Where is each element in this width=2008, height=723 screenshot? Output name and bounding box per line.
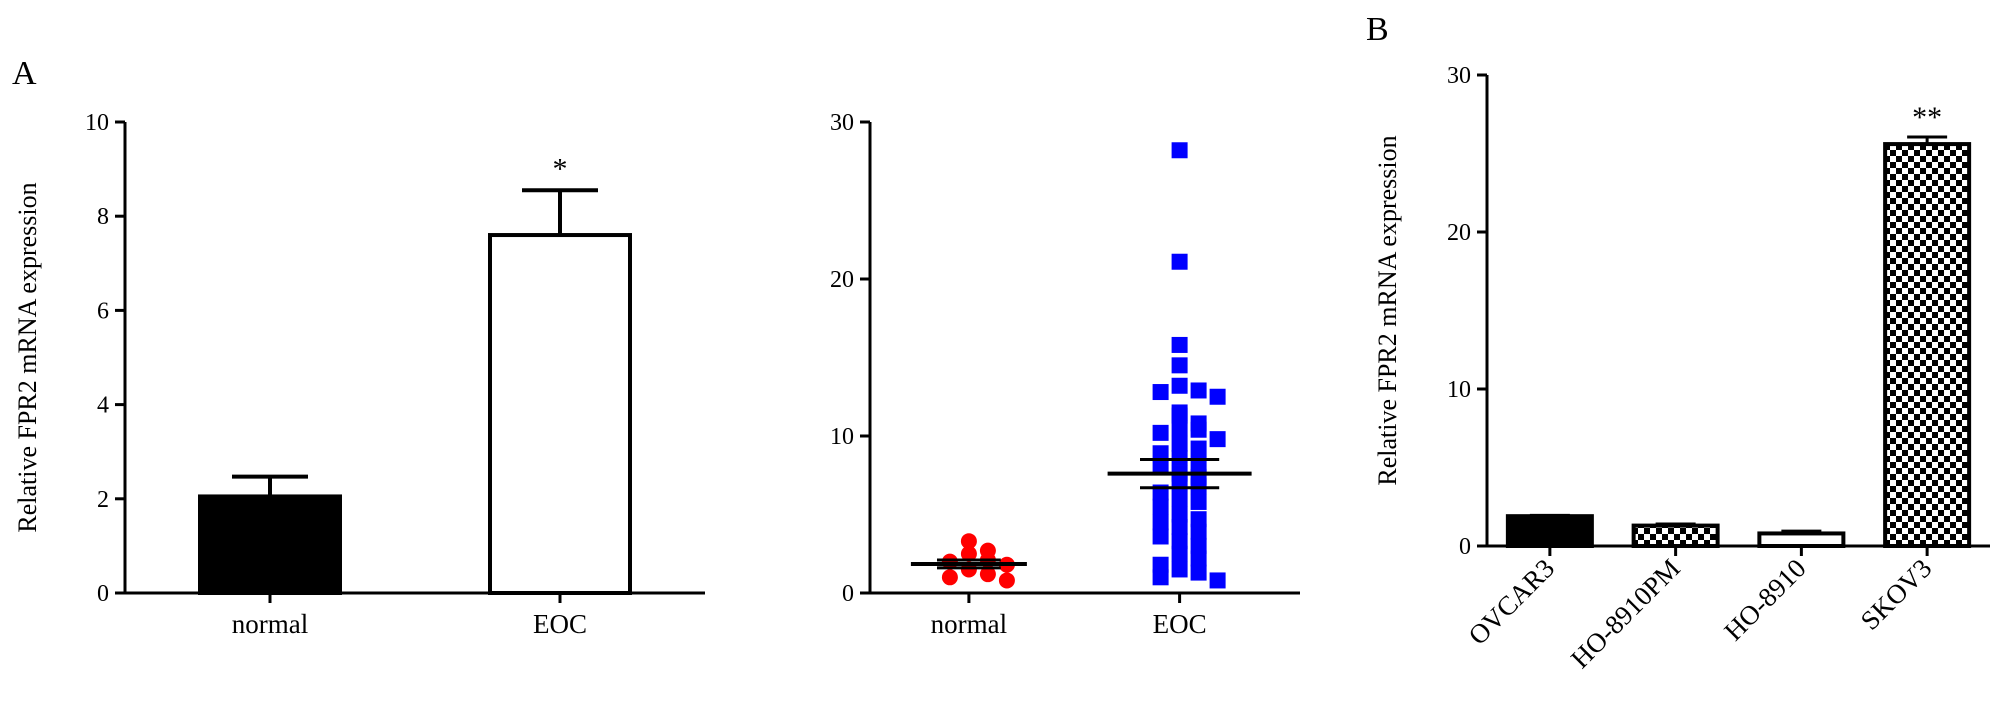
panel-label-b: B [1366,11,1389,48]
data-point-square [1171,435,1188,452]
data-point-square [1152,514,1169,531]
x-tick-label: EOC [1153,609,1207,639]
data-point-square [1152,459,1169,476]
y-tick-label: 20 [1447,220,1471,246]
data-point-circle [941,569,958,586]
y-tick-label: 0 [842,581,854,607]
data-point-square [1171,533,1188,550]
data-point-square [1152,384,1169,401]
data-point-square [1152,569,1169,586]
y-tick-label: 10 [85,110,109,136]
data-point-square [1171,449,1188,466]
y-axis-label: Relative FPR2 mRNA expression [1373,135,1402,485]
y-tick-label: 2 [97,487,109,513]
data-point-square [1152,528,1169,545]
data-point-square [1190,478,1207,495]
data-point-square [1171,506,1188,523]
data-point-square [1152,498,1169,515]
y-tick-label: 10 [830,424,854,450]
bar-ovcar3 [1505,514,1594,548]
data-point-circle [998,572,1015,589]
y-axis-label: Relative FPR2 mRNA expression [13,182,42,532]
data-point-square [1171,519,1188,536]
data-point-circle [979,566,996,583]
data-point-square [1171,545,1188,562]
x-tick-label: HO-8910 [1718,553,1811,646]
y-tick-label: 10 [1447,377,1471,403]
data-point-square [1190,493,1207,510]
bar-ho-8910 [1757,531,1846,549]
bar-chart-panel-b: 0 10 20 30 Relative FPR2 mRNA expression OVCA… [1373,63,1990,674]
x-tick-label: SKOV3 [1855,553,1938,636]
x-tick-label: EOC [533,609,587,639]
data-point-square [1152,424,1169,441]
data-point-square [1171,253,1188,270]
data-point-square [1190,440,1207,457]
data-point-circle [960,545,977,562]
data-point-square [1190,537,1207,554]
data-point-square [1190,382,1207,399]
data-point-square [1171,142,1188,159]
data-point-square [1209,572,1226,589]
panel-label-a: A [12,55,37,92]
data-point-square [1171,561,1188,578]
data-point-square [1152,445,1169,462]
bar-eoc [488,233,632,595]
x-tick-label: normal [931,609,1007,639]
data-point-square [1190,511,1207,528]
y-tick-label: 20 [830,267,854,293]
significance-marker: ** [1912,101,1942,134]
y-tick-label: 30 [1447,63,1471,89]
data-point-square [1190,564,1207,581]
data-point-square [1171,357,1188,374]
data-point-square [1171,407,1188,424]
y-tick-label: 0 [1459,534,1471,560]
bar-chart-panel-a: 0 2 4 6 8 10 Relative FPR2 mRNA expression norm… [13,110,705,639]
data-point-square [1209,388,1226,405]
data-point-square [1171,490,1188,507]
bar-normal [198,494,342,596]
data-point-square [1190,550,1207,567]
data-point-circle [960,533,977,550]
y-tick-label: 0 [97,581,109,607]
data-point-square [1171,377,1188,394]
data-point-square [1171,336,1188,353]
bar-skov3 [1883,142,1972,549]
significance-marker: * [553,152,568,185]
data-point-square [1190,421,1207,438]
y-tick-label: 4 [97,393,109,419]
y-tick-label: 30 [830,110,854,136]
data-point-square [1209,431,1226,448]
x-tick-label: HO-8910PM [1565,553,1686,674]
data-point-square [1190,523,1207,540]
scatter-chart-panel-a: 0 10 20 30 normal EOC [830,110,1300,639]
bar-ho-8910pm [1631,523,1720,549]
x-tick-label: OVCAR3 [1463,553,1561,651]
x-tick-label: normal [232,609,308,639]
data-point-square [1152,556,1169,573]
y-tick-label: 6 [97,298,109,324]
data-point-square [1171,420,1188,437]
y-tick-label: 8 [97,204,109,230]
